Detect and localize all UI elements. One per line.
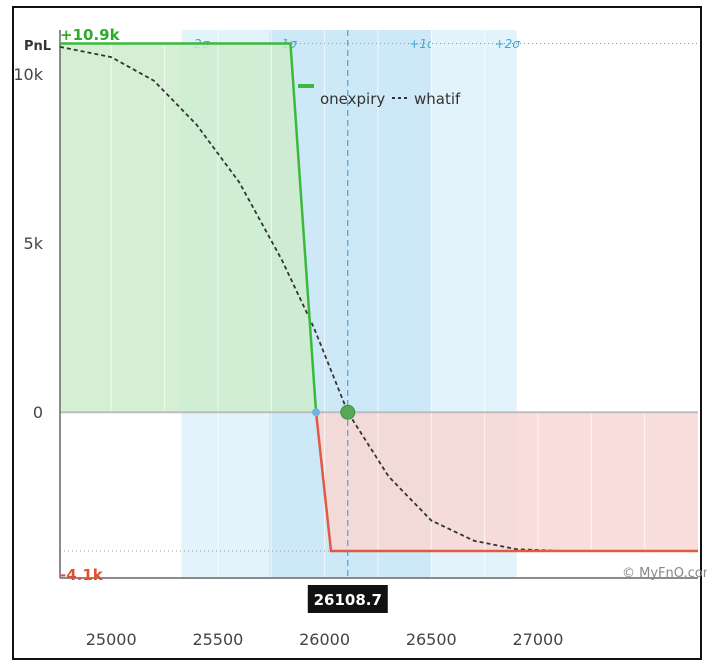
legend: onexpiry whatif [298, 84, 461, 108]
profit-area [60, 43, 317, 413]
y-axis-label: PnL [24, 39, 51, 54]
sigma-label: +1σ [409, 37, 435, 51]
series [59, 42, 698, 553]
spot-marker: 26108.7 [307, 30, 388, 613]
credit-text: © MyFnO.com [622, 566, 707, 581]
onexpiry-line-profit [60, 42, 318, 413]
x-tick-label: 26000 [299, 630, 350, 649]
legend-label-onexpiry: onexpiry [320, 90, 385, 108]
x-tick-label: 26500 [406, 630, 457, 649]
max-profit-label: +10.9k [60, 26, 121, 44]
chart-labels: PnL +10.9k -4.1k © MyFnO.com [24, 26, 707, 584]
legend-swatch-onexpiry [298, 84, 314, 88]
spot-label-box [307, 585, 388, 613]
whatif-line [59, 46, 698, 552]
x-tick-label: 25500 [192, 630, 243, 649]
x-tick-label: 27000 [513, 630, 564, 649]
y-tick-label: 5k [24, 234, 44, 253]
axes: 25000 25500 26000 26500 27000 0 5k 10k [13, 30, 698, 649]
pnl-fills [60, 43, 698, 551]
max-loss-label: -4.1k [60, 566, 104, 584]
y-tick-label: 10k [13, 65, 43, 84]
onexpiry-line-loss [314, 412, 698, 553]
loss-area [316, 412, 698, 551]
legend-label-whatif: whatif [414, 90, 461, 108]
x-tick-label: 25000 [86, 630, 137, 649]
spot-point [340, 404, 356, 420]
spot-label: 26108.7 [314, 591, 382, 609]
y-tick-label: 0 [33, 403, 43, 422]
grid [60, 30, 698, 578]
breakeven-point [312, 408, 321, 417]
sigma-label: +2σ [495, 37, 521, 51]
